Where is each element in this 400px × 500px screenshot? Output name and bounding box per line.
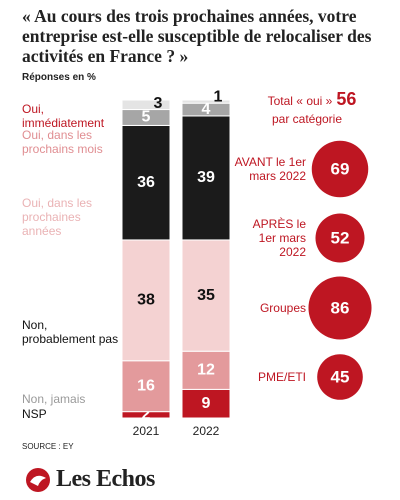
brand: Les Echos [56, 466, 155, 492]
total-bubble [317, 354, 363, 400]
total-bubble [315, 213, 365, 263]
totals-value: 56 [336, 89, 357, 109]
value-label: 4 [202, 101, 211, 118]
value-label: 12 [197, 362, 215, 379]
bar-segment [181, 350, 231, 390]
value-label: 39 [197, 169, 215, 186]
value-label: 3 [154, 95, 163, 112]
total-bubble-label: 86 [331, 298, 350, 317]
total-bubble [308, 276, 372, 340]
bar-segment [121, 360, 171, 413]
total-category-label: Groupes [259, 301, 306, 315]
totals-title: Total « oui » 56 [267, 89, 357, 109]
bar-segment [181, 388, 231, 419]
legend-label: Non, probablement pas [22, 318, 119, 346]
chart-subtitle: Réponses en % [22, 72, 96, 83]
total-category-label: AVANT le 1er mars 2022 [234, 155, 306, 183]
legend-label: NSP [22, 407, 47, 421]
value-label: 38 [137, 292, 155, 309]
bar-segment [181, 99, 231, 104]
total-category-label: PME/ETI [257, 370, 306, 384]
total-category-label: APRÈS le 1er mars 2022 [252, 217, 306, 259]
total-bubble-label: 52 [331, 228, 350, 247]
x-tick-label: 2022 [193, 424, 220, 438]
totals-subtitle: par catégorie [271, 112, 343, 126]
logo-mark [30, 475, 46, 486]
total-bubble-label: 45 [331, 367, 350, 386]
source: SOURCE : EY [22, 442, 74, 451]
value-label: 9 [202, 395, 211, 412]
bar-segment [121, 99, 171, 111]
value-label: 2 [142, 406, 151, 423]
value-label: 5 [142, 109, 151, 126]
total-bubble-label: 69 [331, 159, 350, 178]
bar-segment [181, 115, 231, 241]
legend-label: Oui, dans les prochains mois [22, 128, 103, 156]
chart-title: « Au cours des trois prochaines années, … [22, 6, 372, 66]
value-label: 16 [137, 377, 155, 394]
legend-label: Non, jamais [22, 392, 86, 406]
bar-segment [181, 239, 231, 352]
total-bubble [311, 140, 369, 198]
value-label: 36 [137, 174, 155, 191]
value-label: 35 [197, 287, 215, 304]
x-tick-label: 2021 [133, 424, 160, 438]
value-label: 1 [214, 88, 223, 105]
legend-label: Oui, immédiatement [22, 102, 105, 130]
legend-label: Oui, dans les prochaines années [22, 196, 93, 238]
